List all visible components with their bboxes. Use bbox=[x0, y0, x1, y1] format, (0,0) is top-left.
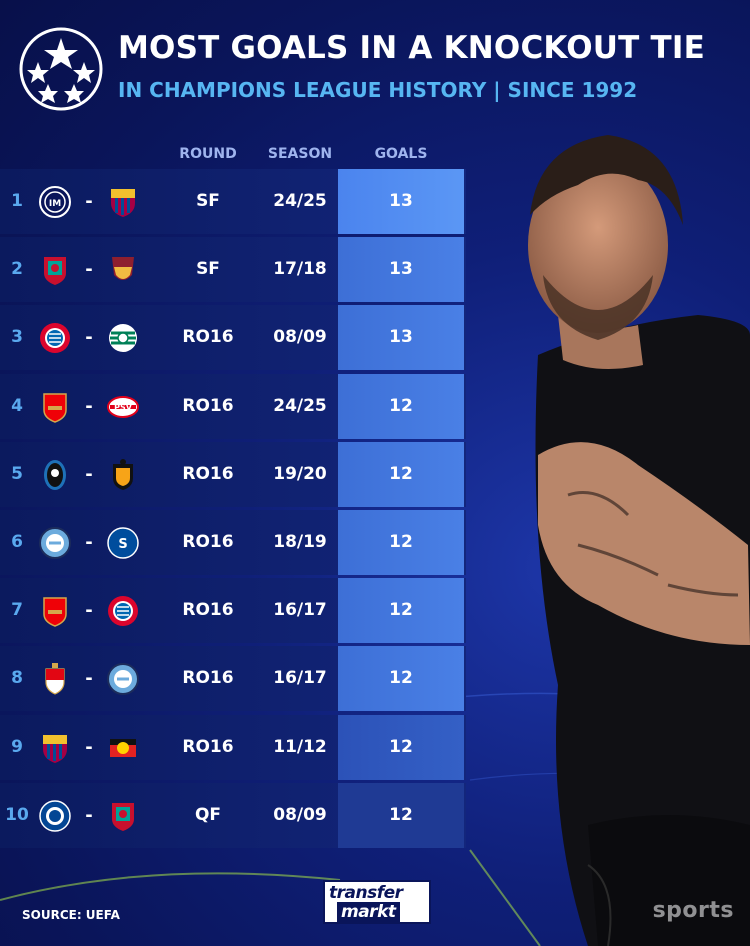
round-cell: RO16 bbox=[182, 736, 234, 757]
vs-dash: - bbox=[85, 804, 93, 826]
column-header-goals: GOALS bbox=[374, 146, 428, 162]
ranking-table: 1 IM - SF 24/25 13 2 - SF 17/18 13 3 - R… bbox=[0, 169, 466, 851]
leverkusen-icon bbox=[110, 738, 136, 757]
liverpool-icon bbox=[44, 257, 66, 286]
sporting-icon bbox=[109, 324, 137, 353]
round-cell: RO16 bbox=[182, 600, 234, 621]
goals-cell: 12 bbox=[338, 441, 464, 507]
brand-bottom-text: markt bbox=[337, 902, 400, 922]
table-row: 9 - RO16 11/12 12 bbox=[0, 714, 466, 780]
round-cell: RO16 bbox=[182, 531, 234, 552]
vs-dash: - bbox=[85, 736, 93, 758]
goals-cell: 13 bbox=[338, 305, 464, 371]
round-cell: SF bbox=[196, 191, 220, 211]
watermark: sports bbox=[652, 898, 734, 923]
table-row: 10 - QF 08/09 12 bbox=[0, 782, 466, 848]
table-row: 8 - RO16 16/17 12 bbox=[0, 646, 466, 712]
goals-cell: 12 bbox=[338, 373, 464, 439]
round-cell: SF bbox=[196, 259, 220, 280]
rank: 9 bbox=[11, 736, 23, 757]
goals-cell: 13 bbox=[338, 237, 464, 303]
roma-icon bbox=[112, 257, 134, 281]
season-cell: 19/20 bbox=[273, 463, 327, 484]
svg-text:S: S bbox=[118, 537, 127, 552]
round-cell: RO16 bbox=[182, 327, 234, 348]
valencia-icon bbox=[113, 458, 133, 490]
transfermarkt-logo: transfer markt bbox=[323, 880, 431, 924]
table-row: 6 - S RO16 18/19 12 bbox=[0, 509, 466, 575]
arsenal-icon bbox=[43, 392, 67, 423]
vs-dash: - bbox=[85, 531, 93, 553]
svg-text:PSV: PSV bbox=[114, 403, 133, 412]
rank: 10 bbox=[5, 804, 29, 825]
rank: 4 bbox=[11, 395, 23, 416]
table-row: 4 - PSV RO16 24/25 12 bbox=[0, 373, 466, 439]
barcelona-icon bbox=[111, 189, 135, 217]
goals-cell: 12 bbox=[338, 509, 464, 575]
man-city-icon bbox=[39, 526, 71, 559]
table-row: 1 IM - SF 24/25 13 bbox=[0, 169, 466, 234]
player-photo bbox=[528, 135, 750, 946]
rank: 7 bbox=[11, 600, 23, 621]
monaco-icon bbox=[45, 663, 65, 695]
rank: 5 bbox=[11, 463, 23, 484]
season-cell: 24/25 bbox=[273, 191, 327, 211]
rank: 2 bbox=[11, 259, 23, 280]
round-cell: RO16 bbox=[182, 395, 234, 416]
barcelona-icon bbox=[43, 734, 67, 763]
season-cell: 08/09 bbox=[273, 327, 327, 348]
psv-icon: PSV bbox=[107, 395, 139, 418]
vs-dash: - bbox=[85, 259, 93, 281]
vs-dash: - bbox=[85, 327, 93, 349]
vs-dash: - bbox=[85, 668, 93, 690]
vs-dash: - bbox=[85, 463, 93, 485]
source-label: SOURCE: UEFA bbox=[22, 908, 120, 922]
rank: 1 bbox=[11, 191, 23, 211]
column-header-round: ROUND bbox=[179, 146, 237, 162]
season-cell: 17/18 bbox=[273, 259, 327, 280]
table-row: 5 - RO16 19/20 12 bbox=[0, 441, 466, 507]
goals-cell: 12 bbox=[338, 782, 464, 848]
column-header-season: SEASON bbox=[267, 146, 333, 162]
season-cell: 18/19 bbox=[273, 531, 327, 552]
bayern-icon bbox=[108, 596, 138, 627]
season-cell: 16/17 bbox=[273, 600, 327, 621]
vs-dash: - bbox=[85, 395, 93, 417]
page-title: MOST GOALS IN A KNOCKOUT TIE bbox=[118, 30, 705, 66]
man-city-icon bbox=[107, 663, 139, 696]
svg-text:IM: IM bbox=[49, 199, 61, 209]
round-cell: QF bbox=[194, 804, 222, 825]
season-cell: 24/25 bbox=[273, 395, 327, 416]
table-row: 7 - RO16 16/17 12 bbox=[0, 578, 466, 644]
champions-league-starball-icon bbox=[19, 27, 103, 111]
vs-dash: - bbox=[85, 600, 93, 622]
rank: 6 bbox=[11, 531, 23, 552]
schalke-icon: S bbox=[107, 527, 139, 559]
goals-cell: 13 bbox=[338, 169, 464, 234]
liverpool-icon bbox=[112, 802, 134, 831]
bayern-icon bbox=[40, 323, 70, 354]
goals-cell: 12 bbox=[338, 578, 464, 644]
table-row: 2 - SF 17/18 13 bbox=[0, 237, 466, 303]
season-cell: 16/17 bbox=[273, 668, 327, 689]
vs-dash: - bbox=[85, 191, 93, 212]
rank: 3 bbox=[11, 327, 23, 348]
rank: 8 bbox=[11, 668, 23, 689]
brand-top-text: transfer bbox=[329, 883, 403, 903]
round-cell: RO16 bbox=[182, 668, 234, 689]
season-cell: 11/12 bbox=[273, 736, 327, 757]
goals-cell: 12 bbox=[338, 646, 464, 712]
goals-cell: 12 bbox=[338, 714, 464, 780]
round-cell: RO16 bbox=[182, 463, 234, 484]
season-cell: 08/09 bbox=[273, 804, 327, 825]
table-row: 3 - RO16 08/09 13 bbox=[0, 305, 466, 371]
page-subtitle: IN CHAMPIONS LEAGUE HISTORY | SINCE 1992 bbox=[118, 78, 638, 102]
arsenal-icon bbox=[43, 597, 67, 627]
atalanta-icon bbox=[44, 459, 66, 490]
chelsea-icon bbox=[39, 799, 71, 832]
inter-icon: IM bbox=[39, 186, 71, 218]
